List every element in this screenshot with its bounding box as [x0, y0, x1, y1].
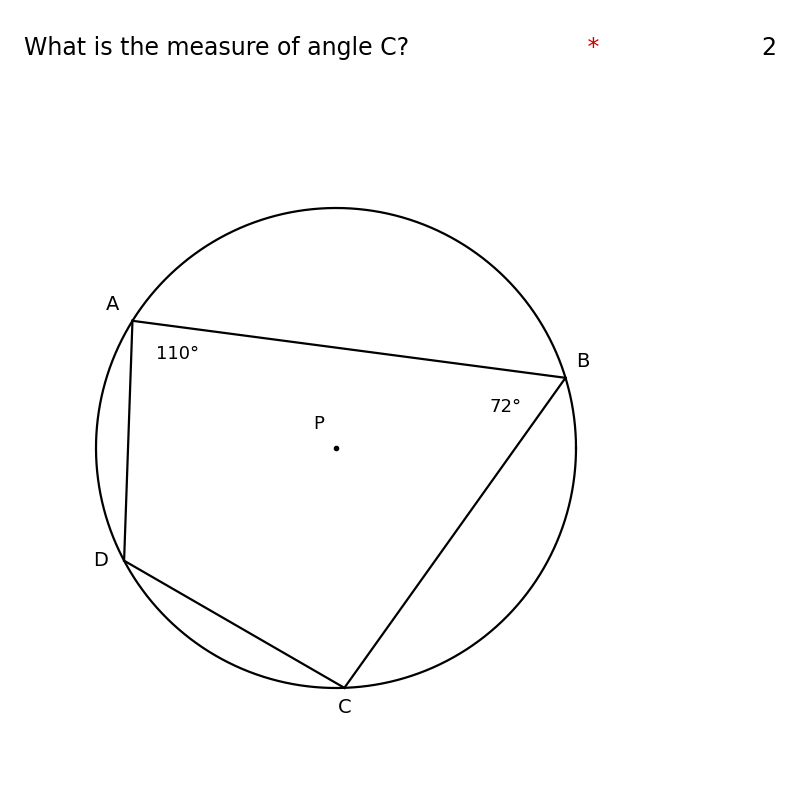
- Text: 110°: 110°: [157, 345, 199, 363]
- Text: *: *: [580, 36, 599, 60]
- Text: 72°: 72°: [490, 398, 522, 416]
- Text: C: C: [338, 698, 351, 718]
- Text: 2: 2: [761, 36, 776, 60]
- Text: B: B: [577, 352, 590, 371]
- Text: P: P: [313, 415, 324, 433]
- Text: D: D: [93, 551, 107, 570]
- Text: What is the measure of angle C?: What is the measure of angle C?: [24, 36, 409, 60]
- Text: A: A: [106, 295, 119, 314]
